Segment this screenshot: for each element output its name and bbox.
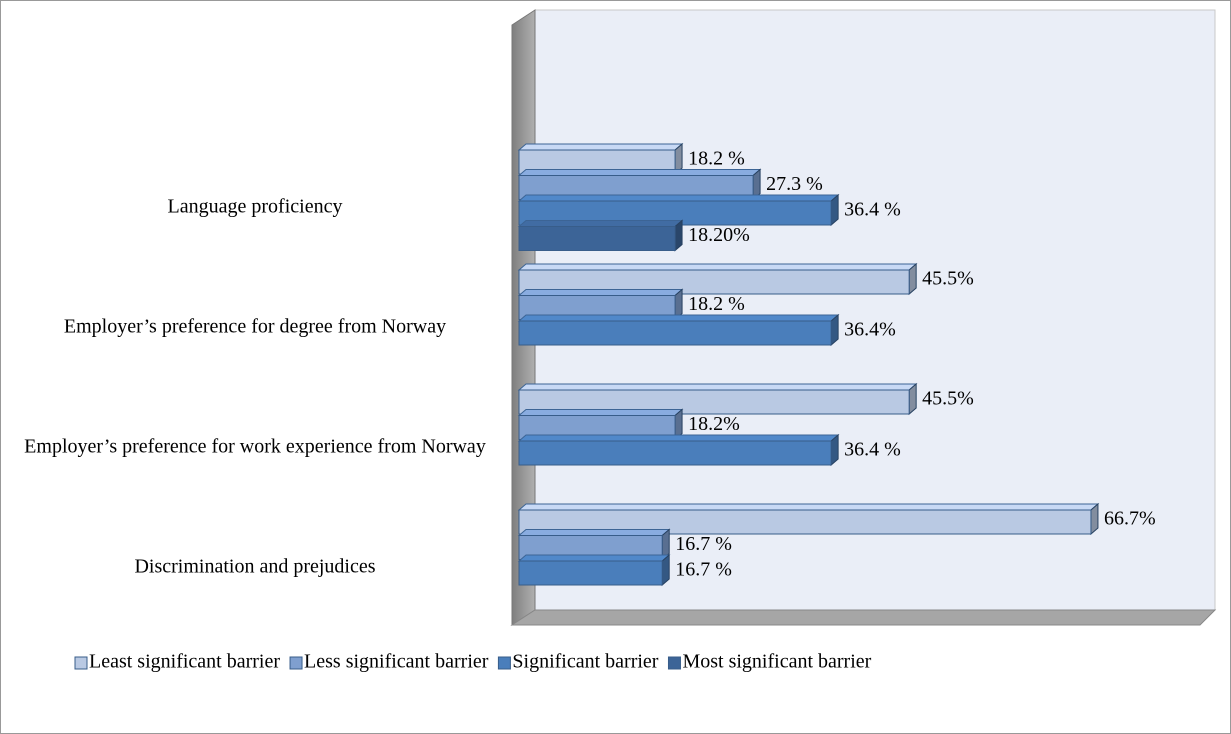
bar	[518, 320, 832, 346]
bar-side	[830, 433, 839, 467]
legend-swatch	[289, 656, 303, 670]
bar-top	[517, 383, 918, 391]
bar-top	[517, 263, 918, 271]
value-label: 18.20%	[688, 224, 750, 246]
bar-top	[517, 554, 671, 562]
value-label: 18.2%	[688, 413, 740, 435]
bar	[518, 440, 832, 466]
bar-top	[517, 143, 684, 151]
bar	[518, 560, 663, 586]
value-label: 36.4 %	[844, 439, 901, 461]
category-label: Discrimination and prejudices	[134, 555, 376, 578]
value-label: 36.4%	[844, 319, 896, 341]
bar	[518, 226, 676, 251]
category-label: Employer’s preference for work experienc…	[24, 435, 486, 458]
value-label: 36.4 %	[844, 199, 901, 221]
value-label: 16.7 %	[675, 533, 732, 555]
value-label: 66.7%	[1104, 508, 1156, 530]
value-label: 45.5%	[922, 268, 974, 290]
category-label: Employer’s preference for degree from No…	[63, 315, 447, 338]
legend-label: Less significant barrier	[304, 651, 489, 673]
bar-side	[830, 313, 839, 347]
bar-top	[517, 409, 684, 416]
bar-top	[517, 220, 684, 227]
bar-side	[1090, 502, 1099, 536]
bar-top	[517, 169, 762, 176]
bar-top	[517, 289, 684, 296]
value-label: 18.2 %	[688, 293, 745, 315]
legend-swatch	[74, 656, 88, 670]
bar-side	[908, 262, 917, 296]
legend-label: Most significant barrier	[682, 651, 871, 673]
bar-top	[517, 503, 1100, 511]
bar-top	[517, 434, 840, 442]
legend-label: Least significant barrier	[89, 651, 280, 673]
legend-swatch	[497, 656, 511, 670]
floor	[510, 609, 1217, 626]
bar-top	[517, 194, 840, 202]
value-label: 27.3 %	[766, 173, 823, 195]
legend-swatch	[667, 656, 681, 670]
bar-top	[517, 529, 671, 536]
bar-side	[830, 193, 839, 227]
bar-side	[674, 219, 683, 252]
value-label: 18.2 %	[688, 148, 745, 170]
category-label: Language proficiency	[167, 195, 343, 218]
bar-side	[661, 553, 670, 587]
bar-side	[908, 382, 917, 416]
value-label: 45.5%	[922, 388, 974, 410]
value-label: 16.7 %	[675, 559, 732, 581]
bar-top	[517, 314, 840, 322]
legend-label: Significant barrier	[512, 651, 658, 673]
